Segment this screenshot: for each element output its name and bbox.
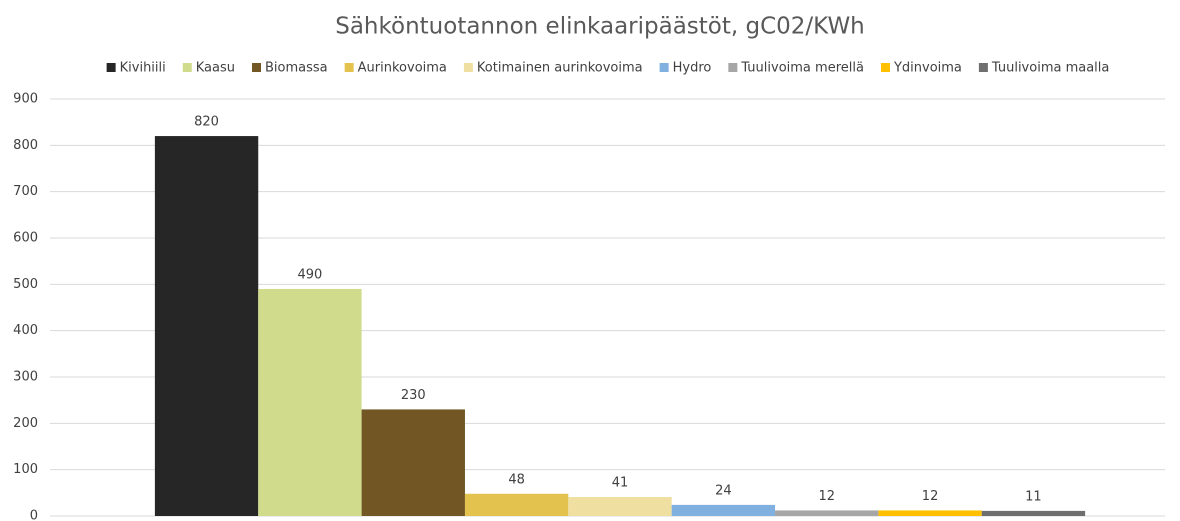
legend-label: Tuulivoima merellä bbox=[740, 61, 864, 76]
data-label: 11 bbox=[1025, 489, 1042, 504]
data-label: 12 bbox=[818, 489, 835, 504]
bar bbox=[464, 493, 569, 516]
y-tick-label: 200 bbox=[13, 416, 38, 431]
y-tick-label: 500 bbox=[13, 277, 38, 292]
y-tick-label: 100 bbox=[13, 462, 38, 477]
legend-swatch bbox=[106, 63, 116, 72]
legend-label: Ydinvoima bbox=[893, 61, 962, 76]
y-tick-label: 600 bbox=[13, 231, 38, 246]
legend-swatch bbox=[463, 63, 473, 72]
legend-swatch bbox=[182, 63, 192, 72]
bar bbox=[568, 497, 672, 516]
data-label: 24 bbox=[715, 483, 732, 498]
legend-label: Biomassa bbox=[265, 61, 328, 76]
y-tick-label: 0 bbox=[30, 509, 38, 521]
data-label: 230 bbox=[401, 388, 426, 403]
y-tick-label: 900 bbox=[13, 92, 38, 107]
data-label: 41 bbox=[612, 476, 629, 491]
bar bbox=[775, 510, 879, 516]
legend-swatch bbox=[344, 63, 354, 72]
bar bbox=[154, 136, 259, 517]
data-label: 48 bbox=[508, 472, 525, 487]
legend-swatch bbox=[880, 63, 890, 72]
bar bbox=[878, 510, 982, 516]
y-tick-label: 300 bbox=[13, 370, 38, 385]
legend-swatch bbox=[728, 63, 738, 72]
legend-swatch bbox=[978, 63, 988, 72]
y-tick-label: 800 bbox=[13, 138, 38, 153]
bar bbox=[981, 510, 1086, 516]
legend-label: Hydro bbox=[673, 61, 712, 76]
data-label: 820 bbox=[194, 115, 219, 130]
legend-label: Kivihiili bbox=[120, 61, 166, 76]
legend-label: Tuulivoima maalla bbox=[991, 61, 1109, 76]
legend-swatch bbox=[659, 63, 669, 72]
bar bbox=[361, 409, 465, 516]
legend-label: Aurinkovoima bbox=[358, 61, 447, 76]
y-tick-label: 400 bbox=[13, 323, 38, 338]
data-label: 490 bbox=[298, 267, 323, 282]
chart-title: Sähköntuotannon elinkaaripäästöt, gC02/K… bbox=[335, 14, 865, 40]
bar bbox=[258, 288, 362, 516]
bar bbox=[671, 504, 776, 516]
legend-swatch bbox=[252, 63, 262, 72]
legend-label: Kotimainen aurinkovoima bbox=[477, 61, 643, 76]
legend-label: Kaasu bbox=[196, 61, 235, 76]
y-tick-label: 700 bbox=[13, 184, 38, 199]
data-label: 12 bbox=[922, 489, 939, 504]
